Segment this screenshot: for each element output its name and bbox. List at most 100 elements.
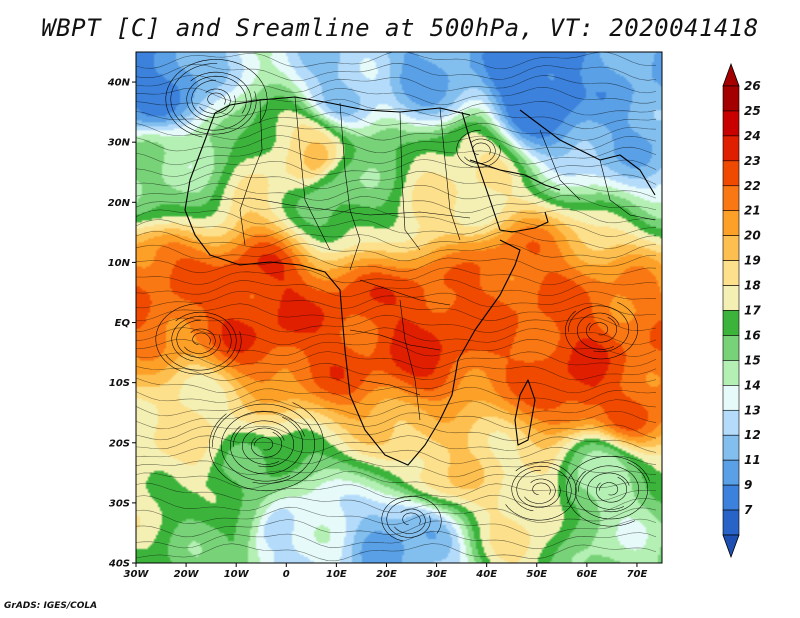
streamline: [136, 351, 657, 370]
streamline: [136, 446, 657, 465]
lat-tick-label: 20S: [109, 438, 130, 449]
streamline: [575, 461, 648, 520]
streamline: [136, 302, 657, 322]
colorbar-label: 9: [744, 478, 752, 492]
streamline: [136, 63, 657, 82]
streamline: [136, 278, 657, 298]
streamline: [136, 267, 657, 286]
lat-tick-label: 40S: [108, 559, 130, 570]
colorbar-swatch: [722, 484, 740, 511]
streamline: [176, 319, 221, 358]
streamline: [253, 437, 274, 451]
streamline: [242, 427, 285, 465]
streamline: [220, 410, 305, 482]
streamline: [180, 71, 252, 131]
streamline: [155, 303, 242, 375]
colorbar-swatch: [722, 185, 740, 212]
streamline: [136, 194, 657, 214]
lon-tick-label: 70E: [627, 569, 648, 580]
latitude-axis: 40N 30N 20N 10N EQ 10S 20S 30S 40S: [107, 78, 136, 570]
lat-tick-label: 10N: [108, 258, 131, 269]
streamline: [136, 98, 657, 117]
streamline: [524, 478, 556, 504]
streamline: [136, 254, 657, 274]
lon-tick-label: 30W: [124, 569, 150, 580]
streamline: [136, 459, 657, 478]
colorbar-swatch: [722, 260, 740, 286]
streamline: [505, 461, 577, 521]
streamline: [136, 398, 657, 417]
streamline: [170, 63, 257, 135]
streamline: [394, 508, 426, 534]
colorbar-label: 22: [744, 179, 761, 193]
lon-tick-label: 50E: [526, 569, 547, 580]
streamline: [136, 135, 657, 154]
colorbar-swatch: [722, 110, 740, 137]
streamline: [230, 416, 303, 475]
colorbar-swatch: [722, 85, 740, 112]
lon-tick-label: 40E: [475, 569, 497, 580]
colorbar-swatch: [722, 434, 740, 461]
streamline: [136, 435, 657, 454]
colorbar-top-arrow: [722, 62, 740, 87]
country-borders: [209, 96, 656, 421]
streamline: [565, 301, 638, 360]
streamline: [136, 182, 657, 201]
colorbar-swatch: [722, 385, 740, 411]
streamline: [136, 219, 657, 238]
lon-tick-label: 30E: [426, 569, 447, 580]
colorbar-label: 14: [744, 378, 761, 392]
colorbar-swatch: [722, 160, 740, 187]
lon-tick-label: 10E: [326, 569, 347, 580]
streamline: [136, 494, 657, 513]
streamline: [136, 111, 657, 130]
streamline: [532, 482, 551, 495]
streamline: [598, 482, 619, 496]
streamline: [136, 375, 657, 394]
streamline: [136, 159, 657, 178]
colorbar-swatch: [722, 459, 740, 486]
streamline: [136, 482, 657, 502]
streamline: [596, 476, 627, 503]
colorbar-swatch: [722, 409, 740, 436]
streamline: [136, 339, 657, 357]
streamline: [212, 403, 315, 484]
streamline: [186, 75, 247, 122]
plot-area: [135, 51, 663, 564]
lat-tick-label: 20N: [108, 198, 131, 209]
streamline: [136, 470, 657, 489]
streamline: [456, 129, 501, 168]
streamline: [209, 402, 324, 492]
colorbar-label: 25: [744, 104, 761, 118]
lon-tick-label: 60E: [576, 569, 597, 580]
lon-tick-label: 20E: [376, 569, 397, 580]
colorbar-label: 24: [744, 129, 761, 143]
streamline: [472, 142, 491, 155]
colorbar-swatch: [722, 235, 740, 261]
colorbar-label: 18: [744, 279, 761, 293]
streamline: [251, 431, 282, 458]
colorbar-label: 17: [744, 304, 761, 318]
streamline: [136, 531, 657, 550]
lon-tick-label: 20W: [174, 569, 200, 580]
colorbar-swatch: [722, 135, 740, 162]
streamline: [136, 243, 657, 262]
streamline: [136, 170, 657, 190]
streamline: [136, 422, 657, 441]
streamline: [136, 506, 657, 526]
colorbar: 26 25 24 23 22 21 20 19 18 17 16 15 14 13 12 11 9 7: [722, 62, 761, 559]
streamline: [136, 410, 657, 430]
plot-frame: [135, 51, 663, 564]
colorbar-swatch: [722, 210, 740, 236]
streamline: [136, 74, 657, 94]
longitude-axis: 30W 20W 10W 0 10E 20E 30E 40E 50E 60E 70E: [124, 563, 648, 580]
lon-tick-label: 10W: [224, 569, 250, 580]
colorbar-swatch: [722, 509, 740, 536]
streamline: [165, 59, 268, 138]
streamline: [136, 518, 657, 538]
streamline: [578, 465, 639, 513]
footer-credit: GrADS: IGES/COLA: [4, 601, 98, 611]
streamline: [199, 88, 231, 114]
colorbar-label: 16: [744, 328, 761, 342]
lat-tick-label: 40N: [107, 78, 131, 89]
